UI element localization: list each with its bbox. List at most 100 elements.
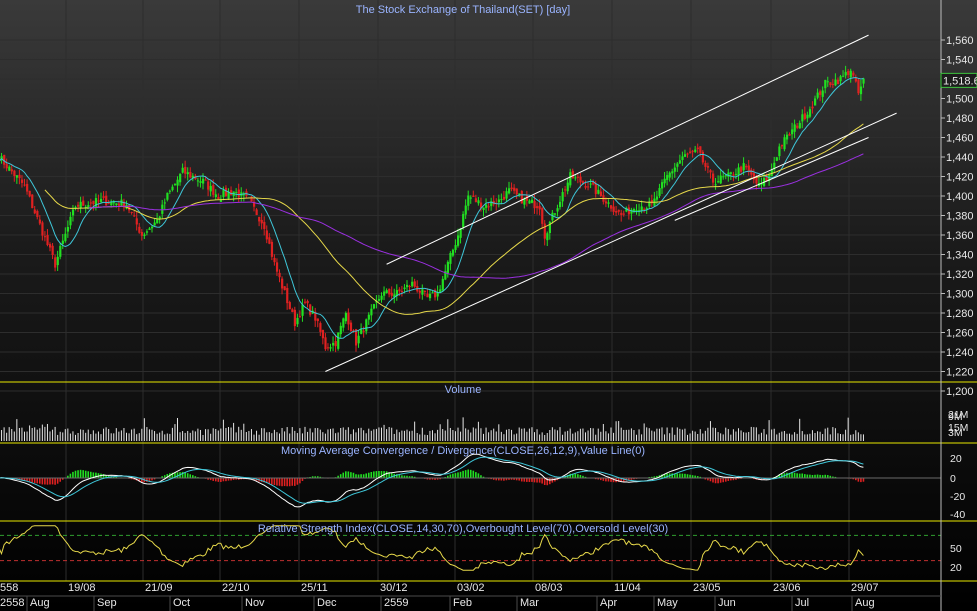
candle-body [796, 125, 799, 128]
candle-body [105, 195, 108, 206]
candle-body [459, 228, 462, 238]
candle-body [61, 240, 64, 245]
candle-body [462, 214, 465, 228]
x-axis-date-label: 21/09 [145, 582, 173, 594]
candle-body [638, 210, 641, 212]
candle-body [398, 289, 401, 292]
candle-body [189, 171, 192, 178]
candle-body [283, 286, 286, 291]
candle-body [510, 187, 513, 190]
candle-body [505, 191, 508, 199]
candle-body [122, 201, 126, 208]
candle-body [469, 197, 472, 199]
candle-body [559, 201, 562, 208]
candle-body [661, 182, 664, 189]
candle-body [309, 304, 312, 315]
candle-body [632, 209, 636, 212]
candle-body [581, 181, 585, 184]
candle-body [676, 163, 679, 167]
candle-body [209, 185, 212, 192]
candle-body [564, 189, 567, 191]
candle-body [635, 210, 638, 212]
candle-body [110, 201, 113, 206]
candle-body [36, 210, 39, 217]
candle-body [33, 209, 36, 214]
candle-body [413, 281, 416, 287]
candle-body [538, 205, 541, 210]
candle-body [643, 209, 646, 211]
candle-body [541, 208, 544, 224]
candle-body [140, 231, 143, 236]
candle-body [487, 206, 490, 208]
price-y-tick-label: 1,340 [946, 250, 974, 262]
candle-body [202, 178, 205, 184]
candle-body [337, 332, 340, 349]
x-axis-date-label: 11/04 [614, 582, 641, 594]
candle-body [604, 201, 608, 204]
candle-body [293, 309, 296, 327]
x-axis-month-label: Feb [453, 597, 472, 609]
volume-title: Volume [445, 384, 482, 396]
candle-body [298, 316, 302, 318]
candle-body [722, 176, 725, 178]
candle-body [339, 325, 342, 335]
candle-body [467, 195, 470, 206]
candle-body [176, 179, 179, 186]
candle-body [286, 287, 289, 304]
candle-body [477, 200, 480, 204]
macd-y-tick-label: -40 [950, 509, 965, 521]
candle-body [255, 209, 258, 216]
candle-body [668, 172, 671, 178]
candle-body [49, 244, 52, 248]
candle-body [508, 188, 511, 194]
candle-body [163, 202, 166, 204]
x-axis-month-label: Sep [97, 597, 117, 609]
candle-body [212, 185, 215, 195]
candle-body [523, 198, 526, 205]
candle-body [765, 175, 768, 181]
candle-body [56, 256, 59, 266]
candle-body [258, 216, 261, 222]
candle-body [566, 182, 569, 192]
candle-body [849, 70, 852, 78]
candle-body [607, 202, 610, 204]
x-axis-month-label: Aug [855, 597, 875, 609]
candle-body [59, 245, 62, 257]
rsi-panel [0, 525, 941, 571]
candle-body [71, 209, 75, 216]
candle-body [594, 183, 597, 195]
candle-body [434, 290, 437, 298]
candle-body [678, 160, 682, 164]
candle-body [304, 301, 307, 303]
candle-body [400, 291, 404, 293]
candle-body [344, 313, 347, 322]
candle-body [377, 299, 381, 301]
candle-body [28, 190, 31, 197]
x-axis-date-label: 29/07 [851, 582, 879, 594]
candle-body [199, 181, 202, 183]
grid-layer [0, 0, 941, 581]
candle-body [472, 195, 475, 197]
candle-body [207, 181, 210, 190]
candle-body [355, 329, 358, 346]
candle-body [630, 209, 633, 214]
candle-body [696, 147, 699, 150]
candle-body [663, 178, 666, 184]
candle-body [156, 219, 159, 224]
candle-body [655, 196, 659, 200]
candle-body [686, 153, 689, 155]
candle-body [428, 293, 432, 299]
candle-body [553, 213, 557, 215]
candle-body [253, 201, 256, 207]
candle-body [191, 175, 194, 179]
price-y-tick-label: 1,420 [946, 172, 974, 184]
x-axis-date-label: 23/06 [773, 582, 801, 594]
candle-body [301, 304, 304, 316]
candle-body [222, 190, 225, 197]
candle-body [87, 205, 90, 210]
candle-body [153, 222, 156, 226]
candle-body [362, 330, 365, 332]
candle-body [370, 308, 373, 316]
candle-body [181, 167, 184, 173]
candle-body [342, 318, 345, 328]
